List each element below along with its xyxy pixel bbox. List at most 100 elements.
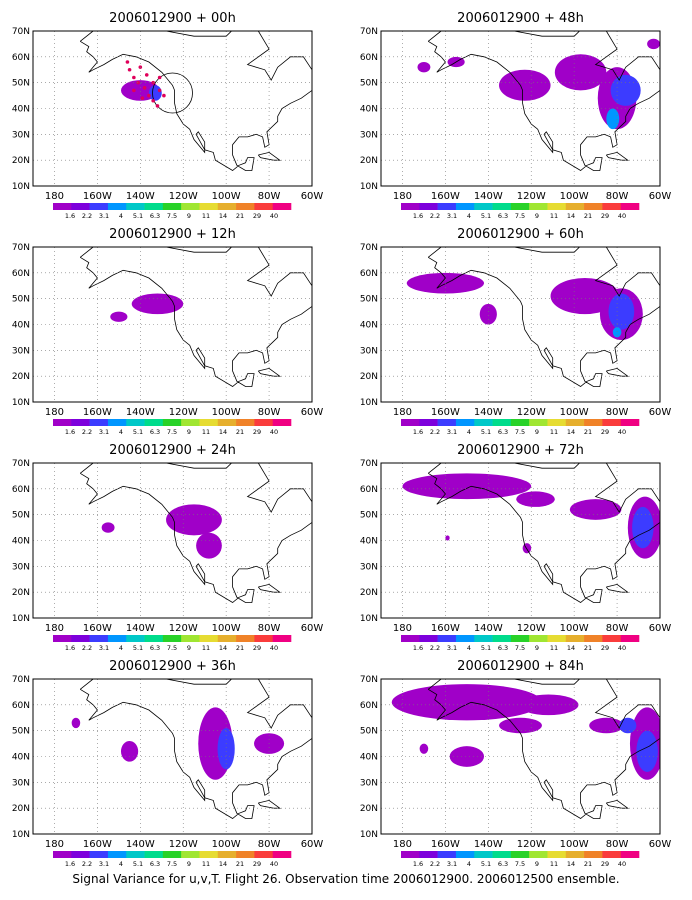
x-tick-label: 160W	[431, 623, 460, 634]
panel-title: 2006012900 + 00h	[109, 11, 236, 26]
colorbar-label: 5.1	[133, 212, 143, 220]
plot-frame	[380, 30, 661, 187]
colorbar-label: 3.1	[99, 428, 109, 436]
map-panel-2: 2006012900 + 12h 10N 20N 30N 40N 50N 60N 70N 180…	[12, 227, 324, 436]
colorbar-label: 40	[270, 644, 278, 652]
colorbar-swatch	[199, 419, 219, 426]
colorbar-swatch	[510, 419, 530, 426]
colorbar-label: 21	[236, 860, 244, 868]
x-tick-label: 60W	[649, 407, 672, 418]
variance-contour	[71, 717, 81, 729]
y-tick-label: 50N	[12, 79, 30, 89]
x-tick-label: 140W	[126, 191, 155, 202]
observation-point	[157, 75, 162, 80]
x-tick-label: 80W	[258, 407, 281, 418]
variance-contour	[610, 74, 641, 106]
colorbar-label: 9	[187, 644, 191, 652]
coastline	[659, 31, 660, 32]
colorbar-label: 40	[270, 212, 278, 220]
colorbar-swatch	[547, 419, 567, 426]
variance-contour	[612, 327, 622, 338]
colorbar-swatch	[71, 851, 90, 858]
colorbar-swatch	[602, 635, 621, 642]
colorbar-label: 7.5	[515, 212, 525, 220]
colorbar-swatch	[181, 851, 200, 858]
y-tick-label: 50N	[360, 727, 378, 737]
colorbar-label: 29	[601, 860, 609, 868]
colorbar-label: 7.5	[167, 428, 177, 436]
colorbar-swatch	[53, 419, 72, 426]
colorbar-label: 3.1	[447, 644, 457, 652]
plot-frame	[32, 462, 313, 619]
colorbar-swatch	[401, 635, 420, 642]
colorbar-swatch	[254, 851, 273, 858]
colorbar-swatch	[510, 635, 530, 642]
x-tick-label: 180	[45, 191, 64, 202]
colorbar-label: 7.5	[515, 428, 525, 436]
colorbar-label: 11	[550, 428, 558, 436]
colorbar-label: 4	[119, 212, 123, 220]
y-tick-label: 10N	[360, 830, 378, 840]
colorbar-label: 2.2	[82, 212, 92, 220]
map-panel-1: 2006012900 + 48h 10N 20N 30N 40N 50N 60N 70N 180…	[360, 11, 672, 220]
variance-contour	[499, 717, 542, 734]
colorbar-swatch	[162, 419, 182, 426]
x-tick-label: 120W	[517, 191, 546, 202]
colorbar-label: 11	[202, 860, 210, 868]
y-tick-label: 70N	[12, 27, 30, 37]
plot-frame	[380, 462, 661, 619]
y-tick-label: 20N	[360, 804, 378, 814]
observation-point	[140, 96, 145, 100]
observation-point	[144, 73, 149, 77]
y-tick-label: 10N	[360, 398, 378, 408]
colorbar-swatch	[254, 419, 273, 426]
colorbar-swatch	[455, 851, 475, 858]
colorbar-swatch	[162, 851, 182, 858]
x-tick-label: 60W	[649, 191, 672, 202]
y-tick-label: 60N	[12, 701, 30, 711]
colorbar-label: 11	[202, 644, 210, 652]
colorbar-swatch	[236, 635, 255, 642]
variance-contour	[417, 61, 431, 73]
colorbar-swatch	[455, 635, 475, 642]
y-tick-label: 40N	[12, 105, 30, 115]
colorbar-label: 4	[467, 644, 471, 652]
colorbar-swatch	[455, 419, 475, 426]
colorbar-swatch	[620, 419, 640, 426]
observation-point	[127, 67, 132, 72]
plot-frame	[380, 246, 661, 403]
variance-contour	[120, 741, 139, 762]
y-tick-label: 70N	[12, 459, 30, 469]
colorbar-label: 1.6	[413, 428, 423, 436]
x-tick-label: 180	[45, 623, 64, 634]
observation-point	[147, 93, 151, 98]
colorbar-label: 3.1	[99, 212, 109, 220]
x-tick-label: 160W	[431, 407, 460, 418]
y-tick-label: 20N	[12, 588, 30, 598]
colorbar-swatch	[474, 635, 493, 642]
colorbar-label: 14	[567, 212, 575, 220]
observation-point	[136, 80, 140, 85]
colorbar-swatch	[492, 635, 512, 642]
colorbar-swatch	[254, 203, 273, 210]
x-tick-label: 100W	[560, 407, 589, 418]
colorbar-label: 4	[467, 212, 471, 220]
x-tick-label: 140W	[126, 623, 155, 634]
coastline	[659, 247, 660, 248]
y-tick-label: 60N	[12, 53, 30, 63]
map-area	[406, 247, 660, 387]
colorbar-swatch	[272, 203, 292, 210]
colorbar-label: 5.1	[481, 860, 491, 868]
colorbar-label: 29	[253, 428, 261, 436]
colorbar-swatch	[236, 851, 255, 858]
colorbar-swatch	[162, 635, 182, 642]
colorbar-label: 9	[535, 644, 539, 652]
colorbar-label: 7.5	[167, 212, 177, 220]
x-tick-label: 160W	[83, 191, 112, 202]
coastline	[427, 679, 660, 819]
y-tick-label: 30N	[360, 130, 378, 140]
colorbar-swatch	[401, 419, 420, 426]
colorbar-label: 11	[202, 212, 210, 220]
colorbar-swatch	[53, 851, 72, 858]
colorbar-label: 5.1	[481, 644, 491, 652]
